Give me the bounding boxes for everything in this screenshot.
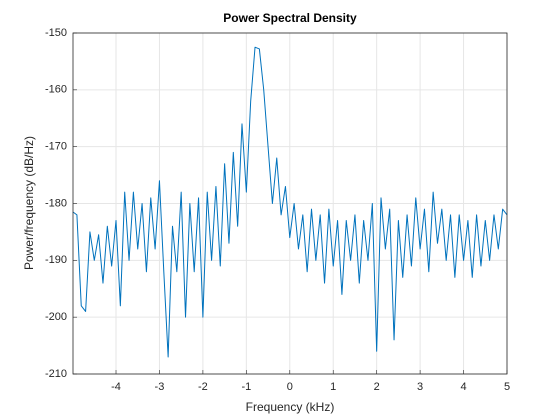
y-tick-label: -190 (45, 254, 67, 266)
x-tick-label: 5 (504, 381, 510, 393)
data-line (72, 46, 508, 358)
y-tick-label: -180 (45, 197, 67, 209)
x-tick-label: -4 (111, 381, 121, 393)
y-tick-label: -160 (45, 84, 67, 96)
y-tick-label: -150 (45, 27, 67, 39)
y-tick-label: -170 (45, 141, 67, 153)
x-tick-label: -1 (241, 381, 251, 393)
x-tick-label: -2 (198, 381, 208, 393)
x-axis-label: Frequency (kHz) (246, 400, 335, 414)
axes-box (72, 32, 508, 375)
x-tick-label: 1 (330, 381, 336, 393)
x-tick-label: -3 (155, 381, 165, 393)
y-tick-label: -210 (45, 368, 67, 380)
y-axis-label: Power/frequency (dB/Hz) (22, 136, 36, 270)
x-tick-label: 4 (460, 381, 466, 393)
x-tick-label: 3 (417, 381, 423, 393)
x-tick-label: 0 (287, 381, 293, 393)
y-tick-label: -200 (45, 311, 67, 323)
chart-title: Power Spectral Density (223, 11, 357, 25)
x-tick-label: 2 (374, 381, 380, 393)
